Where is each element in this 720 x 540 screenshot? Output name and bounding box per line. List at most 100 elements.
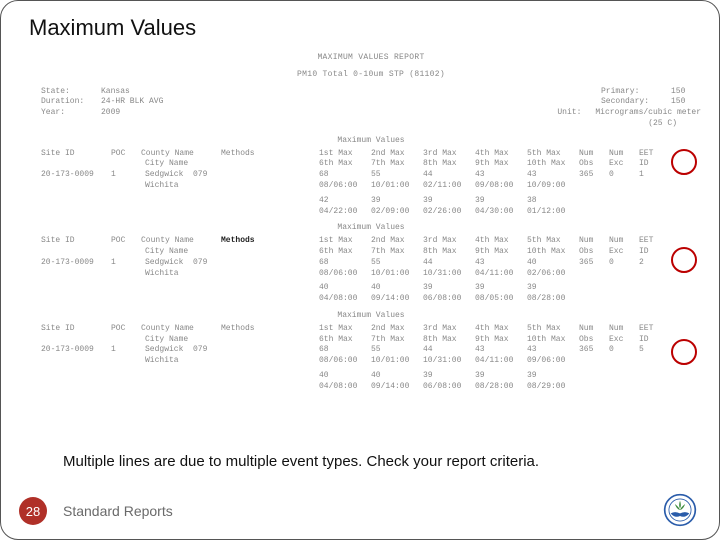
col-max-header: 10th Max xyxy=(527,159,579,170)
col-max-header: 6th Max xyxy=(319,247,371,258)
cell-max-value: 39 xyxy=(423,283,475,294)
cell-max-value: 39 xyxy=(475,371,527,382)
col-max-header: 8th Max xyxy=(423,335,475,346)
cell-max-value: 39 xyxy=(371,196,423,207)
cell-max-date: 09/14:00 xyxy=(371,294,423,305)
data-row: 20-173-00091Sedgwick079685544434036502 xyxy=(41,258,701,269)
meta-year-value: 2009 xyxy=(101,108,211,119)
cell-max-value: 55 xyxy=(371,345,423,356)
col-county: County Name xyxy=(141,324,221,335)
epa-logo-icon xyxy=(663,493,697,527)
data-row: 04/22:0002/09:0002/26:0004/30:0001/12:00 xyxy=(41,207,701,218)
cell-max-value: 44 xyxy=(423,170,475,181)
footer: 28 Standard Reports xyxy=(1,493,719,529)
col-max-header: 2nd Max xyxy=(371,236,423,247)
cell-max-value: 39 xyxy=(527,371,579,382)
cell-city: Wichita xyxy=(141,181,221,192)
col-max-header: Exc xyxy=(609,159,639,170)
cell-max-value: 68 xyxy=(319,258,371,269)
cell-max-value: 55 xyxy=(371,170,423,181)
col-max-header: 9th Max xyxy=(475,159,527,170)
cell-max-date: 10/01:00 xyxy=(371,269,423,280)
cell-max-date: 08/06:00 xyxy=(319,356,371,367)
col-max-header: Num xyxy=(579,149,609,160)
cell-max-value: 39 xyxy=(423,371,475,382)
cell-max-date: 02/09:00 xyxy=(371,207,423,218)
cell-max-value: 44 xyxy=(423,345,475,356)
col-max-header: 3rd Max xyxy=(423,236,475,247)
data-row: 04/08:0009/14:0006/08:0008/28:0008/29:00 xyxy=(41,382,701,393)
cell-num-exc: 0 xyxy=(609,170,639,181)
cell-max-date: 04/08:00 xyxy=(319,294,371,305)
cell-max-date: 08/29:00 xyxy=(527,382,579,393)
cell-site-id: 20-173-0009 xyxy=(41,258,111,269)
column-header-row: City Name6th Max7th Max8th Max9th Max10t… xyxy=(41,335,701,346)
cell-num-obs: 365 xyxy=(579,170,609,181)
col-poc: POC xyxy=(111,324,141,335)
cell-max-value: 39 xyxy=(527,283,579,294)
cell-max-date: 10/01:00 xyxy=(371,356,423,367)
cell-max-date: 06/08:00 xyxy=(423,382,475,393)
col-methods: Methods xyxy=(221,236,273,247)
cell-max-date: 04/11:00 xyxy=(475,356,527,367)
cell-max-value: 40 xyxy=(319,371,371,382)
caption-note: Multiple lines are due to multiple event… xyxy=(63,453,539,470)
data-row: 20-173-00091Sedgwick079685544434336501 xyxy=(41,170,701,181)
cell-max-date: 02/06:00 xyxy=(527,269,579,280)
col-max-header: EET xyxy=(639,149,663,160)
col-max-header: 4th Max xyxy=(475,149,527,160)
meta-duration-value: 24-HR BLK AVG xyxy=(101,97,211,108)
meta-state-value: Kansas xyxy=(101,87,211,98)
cell-county-code: 079 xyxy=(193,258,223,269)
col-max-header: EET xyxy=(639,324,663,335)
cell-max-date: 04/11:00 xyxy=(475,269,527,280)
col-max-header: 9th Max xyxy=(475,247,527,258)
data-row: 4040393939 xyxy=(41,283,701,294)
cell-max-date: 10/31:00 xyxy=(423,356,475,367)
meta-primary-value: 150 xyxy=(671,87,701,98)
data-row: Wichita08/06:0010/01:0010/31:0004/11:000… xyxy=(41,269,701,280)
cell-max-date: 04/22:00 xyxy=(319,207,371,218)
meta-secondary-label: Secondary: xyxy=(601,97,671,108)
cell-max-date: 01/12:00 xyxy=(527,207,579,218)
cell-max-date: 08/06:00 xyxy=(319,181,371,192)
highlight-circle xyxy=(671,339,697,365)
col-site-id: Site ID xyxy=(41,149,111,160)
cell-max-date: 08/28:00 xyxy=(475,382,527,393)
max-values-heading: Maximum Values xyxy=(41,311,701,322)
cell-max-date: 10/01:00 xyxy=(371,181,423,192)
slide: Maximum Values MAXIMUM VALUES REPORT PM1… xyxy=(0,0,720,540)
cell-max-date: 02/11:00 xyxy=(423,181,475,192)
col-max-header: 3rd Max xyxy=(423,324,475,335)
col-county: County Name xyxy=(141,149,221,160)
cell-max-value: 40 xyxy=(371,371,423,382)
cell-county-code: 079 xyxy=(193,345,223,356)
cell-max-value: 68 xyxy=(319,345,371,356)
col-max-header: Num xyxy=(609,149,639,160)
page-number-badge: 28 xyxy=(19,497,47,525)
cell-max-value: 43 xyxy=(475,345,527,356)
cell-county: Sedgwick xyxy=(141,258,193,269)
col-site-id: Site ID xyxy=(41,236,111,247)
col-site-id: Site ID xyxy=(41,324,111,335)
col-max-header: 3rd Max xyxy=(423,149,475,160)
column-header-row: Site IDPOCCounty NameMethods1st Max2nd M… xyxy=(41,236,701,247)
col-max-header: 1st Max xyxy=(319,324,371,335)
col-max-header: 9th Max xyxy=(475,335,527,346)
data-row: Wichita08/06:0010/01:0010/31:0004/11:000… xyxy=(41,356,701,367)
meta-secondary-value: 150 xyxy=(671,97,701,108)
col-poc: POC xyxy=(111,149,141,160)
column-header-row: City Name6th Max7th Max8th Max9th Max10t… xyxy=(41,159,701,170)
max-values-heading: Maximum Values xyxy=(41,136,701,147)
col-methods: Methods xyxy=(221,149,273,160)
meta-primary-label: Primary: xyxy=(601,87,671,98)
col-max-header: Exc xyxy=(609,247,639,258)
cell-max-value: 43 xyxy=(475,170,527,181)
cell-eet-id: 5 xyxy=(639,345,663,356)
cell-max-value: 55 xyxy=(371,258,423,269)
cell-max-date: 04/08:00 xyxy=(319,382,371,393)
cell-max-date: 09/08:00 xyxy=(475,181,527,192)
col-max-header: 4th Max xyxy=(475,236,527,247)
meta-unit-value2: (25 C) xyxy=(648,119,677,130)
cell-max-value: 40 xyxy=(319,283,371,294)
